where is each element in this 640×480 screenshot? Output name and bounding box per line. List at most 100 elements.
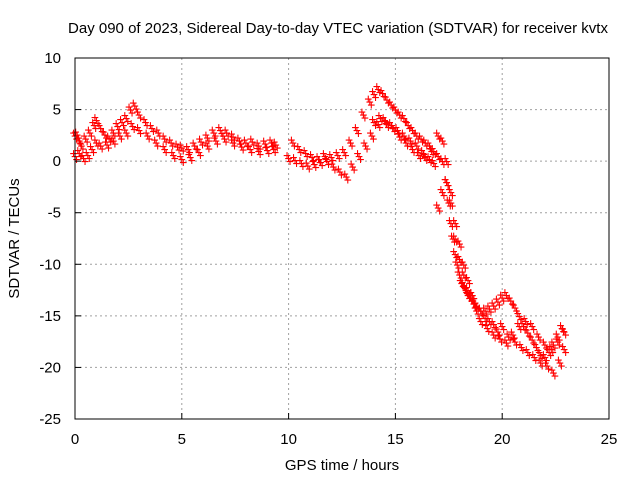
data-point: +	[330, 160, 338, 175]
data-point: +	[316, 156, 324, 171]
data-point: +	[114, 126, 122, 141]
data-point: +	[101, 128, 109, 143]
data-point: +	[475, 301, 483, 316]
x-tick-label: 0	[71, 431, 79, 448]
data-point: +	[327, 151, 335, 166]
data-point: +	[364, 92, 372, 107]
data-point: +	[466, 287, 474, 302]
data-point: +	[295, 142, 303, 157]
data-point: +	[112, 117, 120, 132]
data-point: +	[325, 158, 333, 173]
data-point: +	[389, 122, 397, 137]
data-point: +	[195, 145, 203, 160]
data-point: +	[490, 328, 498, 343]
data-point: +	[478, 307, 486, 322]
x-tick-label: 25	[601, 431, 618, 448]
data-point: +	[239, 143, 247, 158]
data-point: +	[416, 129, 424, 144]
data-point: +	[516, 337, 524, 352]
data-point: +	[137, 127, 145, 142]
data-point: +	[380, 90, 388, 105]
data-point: +	[308, 151, 316, 166]
data-point: +	[475, 312, 483, 327]
data-point: +	[458, 275, 466, 290]
data-point: +	[456, 273, 464, 288]
data-point: +	[460, 281, 468, 296]
data-point: +	[441, 172, 449, 187]
data-point: +	[176, 138, 184, 153]
data-point: +	[89, 116, 97, 131]
data-point: +	[134, 105, 142, 120]
data-point: +	[131, 99, 139, 114]
data-point: +	[372, 118, 380, 133]
data-point: +	[461, 281, 469, 296]
data-point: +	[483, 314, 491, 329]
data-point: +	[466, 276, 474, 291]
data-point: +	[555, 338, 563, 353]
data-point: +	[414, 132, 422, 147]
data-point: +	[547, 342, 555, 357]
data-point: +	[237, 137, 245, 152]
data-point: +	[494, 325, 502, 340]
data-point: +	[389, 122, 397, 137]
chart-title: Day 090 of 2023, Sidereal Day-to-day VTE…	[68, 20, 608, 37]
data-point: +	[321, 149, 329, 164]
plot-frame	[74, 57, 610, 420]
y-tick-label: 5	[53, 102, 61, 119]
data-point: +	[125, 100, 133, 115]
data-point: +	[350, 163, 358, 178]
data-point: +	[457, 240, 465, 255]
data-point: +	[511, 301, 519, 316]
data-point: +	[152, 136, 160, 151]
data-point: +	[513, 304, 521, 319]
data-point: +	[290, 139, 298, 154]
data-point: +	[77, 139, 85, 154]
data-point: +	[411, 136, 419, 151]
data-point: +	[434, 201, 442, 216]
data-point: +	[427, 142, 435, 157]
x-axis-label: GPS time / hours	[285, 457, 399, 474]
data-point: +	[503, 336, 511, 351]
data-point: +	[204, 131, 212, 146]
data-point: +	[524, 345, 532, 360]
data-point: +	[336, 165, 344, 180]
data-point: +	[485, 315, 493, 330]
data-point: +	[167, 136, 175, 151]
data-point: +	[496, 328, 504, 343]
data-point: +	[504, 292, 512, 307]
data-point: +	[548, 363, 556, 378]
data-point: +	[300, 143, 308, 158]
data-point: +	[477, 315, 485, 330]
data-point: +	[283, 149, 291, 164]
data-point: +	[456, 237, 464, 252]
data-point: +	[302, 146, 310, 161]
data-point: +	[114, 120, 122, 135]
data-point: +	[394, 127, 402, 142]
data-point: +	[449, 232, 457, 247]
data-point: +	[340, 145, 348, 160]
data-point: +	[522, 315, 530, 330]
data-point: +	[514, 317, 522, 332]
data-point: +	[510, 331, 518, 346]
data-point: +	[373, 79, 381, 94]
data-point: +	[546, 339, 554, 354]
data-point: +	[500, 294, 508, 309]
data-point: +	[290, 151, 298, 166]
data-point: +	[379, 110, 387, 125]
data-point: +	[554, 353, 562, 368]
data-point: +	[391, 125, 399, 140]
data-point: +	[140, 112, 148, 127]
data-point: +	[508, 297, 516, 312]
data-point: +	[299, 160, 307, 175]
data-point: +	[424, 150, 432, 165]
data-point: +	[430, 144, 438, 159]
data-point: +	[98, 142, 106, 157]
data-point: +	[105, 132, 113, 147]
data-point: +	[271, 145, 279, 160]
data-point: +	[124, 114, 132, 129]
data-point: +	[467, 291, 475, 306]
data-point: +	[438, 186, 446, 201]
data-point: +	[547, 348, 555, 363]
data-point: +	[216, 124, 224, 139]
data-point: +	[505, 291, 513, 306]
